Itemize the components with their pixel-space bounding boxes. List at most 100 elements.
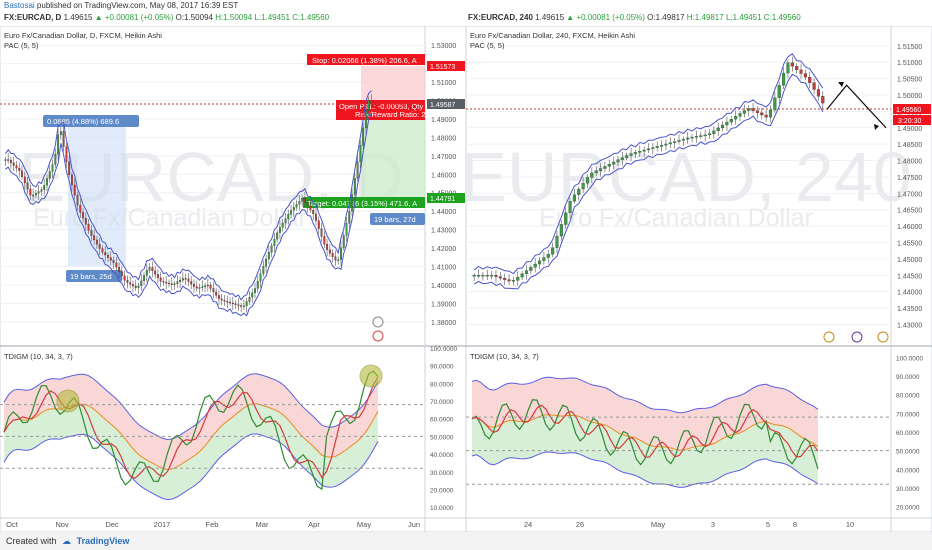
countdown-box [893, 115, 931, 125]
left-peak-marker-2 [359, 364, 383, 388]
time-tick-label: May [357, 520, 371, 529]
indicator-tick-label: 20.0000 [430, 487, 454, 494]
candle-body [816, 89, 821, 97]
stop-label-box[interactable] [307, 54, 425, 65]
candle-body [729, 119, 733, 123]
candle-body [664, 143, 668, 146]
candle-body [70, 174, 73, 186]
left-symbol[interactable]: FX:EURCAD, D [4, 13, 62, 22]
target-label: Target: 0.04716 (3.15%) 471.6, A [307, 199, 417, 208]
left-event-icon-red[interactable] [372, 330, 384, 342]
price-tick-label: 1.53000 [431, 43, 456, 50]
right-price-axis[interactable]: 1.515001.510001.505001.500001.495001.490… [897, 44, 922, 330]
target-label-box[interactable] [303, 197, 425, 208]
author-link[interactable]: Bastosai [4, 1, 35, 10]
indicator-tick-label: 60.0000 [896, 430, 920, 437]
candle-body [118, 267, 121, 272]
left-change: ▲ +0.00081 (+0.05%) [94, 13, 174, 22]
price-tick-label: 1.49000 [431, 117, 456, 124]
right-symbol-bar: FX:EURCAD, 240 1.49615 ▲ +0.00081 (+0.05… [468, 12, 801, 24]
candle-body [342, 235, 345, 248]
price-tick-label: 1.41000 [431, 264, 456, 271]
candle-body [112, 260, 115, 264]
price-tick-label: 1.43000 [897, 322, 922, 329]
candle-body [173, 283, 176, 285]
candle-body [485, 275, 489, 277]
left-indicator-title[interactable]: TDIGM (10, 34, 3, 7) [4, 352, 73, 361]
candle-body [82, 212, 84, 219]
left-chart-svg[interactable]: EURCAD, D Euro Fx/Canadian Dollar Stop: … [0, 25, 467, 533]
open-pl-label: Open P&L: -0.00053, Qty [339, 102, 423, 111]
right-indicator-title[interactable]: TDIGM (10, 34, 3, 7) [470, 352, 539, 361]
price-tick-label: 1.49000 [897, 126, 922, 133]
right-event-icon-3[interactable] [877, 331, 889, 343]
candle-body [126, 280, 129, 283]
stop-label: Stop: 0.02066 (1.38%) 206.6, A [312, 56, 417, 65]
right-chart-svg[interactable]: EURCAD, 240 Euro Fx/Canadian Dollar 1.51… [460, 25, 932, 533]
candle-body [301, 198, 304, 202]
footer-brand-link[interactable]: TradingView [76, 536, 130, 546]
indicator-tick-label: 80.0000 [896, 393, 920, 400]
right-chart-panel[interactable]: EURCAD, 240 Euro Fx/Canadian Dollar 1.51… [460, 25, 932, 533]
candle-body [529, 267, 533, 271]
pl-label-box[interactable] [336, 100, 425, 120]
left-event-icon[interactable] [372, 316, 384, 328]
left-time-axis[interactable]: Oct Nov Dec 2017 Feb Mar Apr May Jun [6, 520, 420, 529]
candle-body [686, 137, 690, 140]
candle-body [23, 176, 26, 184]
left-chart-panel[interactable]: EURCAD, D Euro Fx/Canadian Dollar Stop: … [0, 25, 467, 533]
time-tick-label: 24 [524, 520, 532, 529]
projection-path[interactable] [826, 84, 887, 129]
candle-body [215, 291, 218, 296]
time-tick-label: 8 [793, 520, 797, 529]
candle-body [84, 218, 87, 225]
candle-body [292, 207, 295, 211]
indicator-tick-label: 100.0000 [430, 346, 457, 353]
right-legend-pac[interactable]: PAC (5, 5) [470, 41, 505, 50]
price-tick-label: 1.50000 [897, 93, 922, 100]
footer-created-with: Created with [6, 536, 57, 546]
candle-body [812, 82, 816, 90]
candle-body [777, 85, 781, 98]
left-legend-title[interactable]: Euro Fx/Canadian Dollar, D, FXCM, Heikin… [4, 31, 162, 40]
right-candles [472, 56, 825, 286]
candle-body [54, 153, 57, 165]
candle-body [315, 213, 317, 221]
right-symbol[interactable]: FX:EURCAD, 240 [468, 13, 533, 22]
indicator-tick-label: 30.0000 [896, 486, 920, 493]
left-tdi-upper-band [3, 373, 379, 441]
right-watermark: EURCAD, 240 [466, 138, 912, 216]
candle-body [98, 244, 101, 249]
right-indicator-axis[interactable]: 100.0000 90.0000 80.0000 70.0000 60.0000 50.0… [896, 355, 923, 511]
candle-body [326, 244, 329, 250]
right-legend-title[interactable]: Euro Fx/Canadian Dollar, 240, FXCM, Heik… [470, 31, 635, 40]
left-indicator-axis[interactable]: 100.0000 90.0000 80.0000 70.0000 60.0000 50.0… [430, 346, 457, 512]
price-tick-label: 1.44500 [897, 273, 922, 280]
right-time-axis[interactable]: 24 26 May 3 5 8 10 [524, 520, 854, 529]
candle-body [162, 281, 165, 283]
indicator-tick-label: 70.0000 [430, 399, 454, 406]
left-tdi-lower-fill [4, 403, 378, 500]
price-tick-label: 1.51000 [897, 60, 922, 67]
candle-body [481, 275, 485, 277]
candle-body [625, 155, 629, 158]
candle-body [281, 222, 284, 228]
candle-body [367, 100, 370, 111]
candle-body [323, 236, 326, 245]
candle-body [351, 194, 354, 212]
target-zone[interactable] [361, 109, 425, 200]
candle-body [551, 247, 555, 255]
candle-body [312, 209, 315, 215]
footer: Created with ☁ TradingView [0, 532, 932, 550]
candle-body [76, 194, 79, 206]
candle-body [115, 262, 118, 268]
right-tdi-lower-band [471, 451, 819, 488]
left-legend-pac[interactable]: PAC (5, 5) [4, 41, 39, 50]
candle-body [703, 134, 707, 137]
right-event-icon-1[interactable] [823, 331, 835, 343]
right-event-icon-2[interactable] [851, 331, 863, 343]
candle-body [123, 275, 126, 281]
candle-body [223, 300, 226, 302]
candle-body [364, 110, 367, 129]
candle-body [490, 275, 494, 277]
